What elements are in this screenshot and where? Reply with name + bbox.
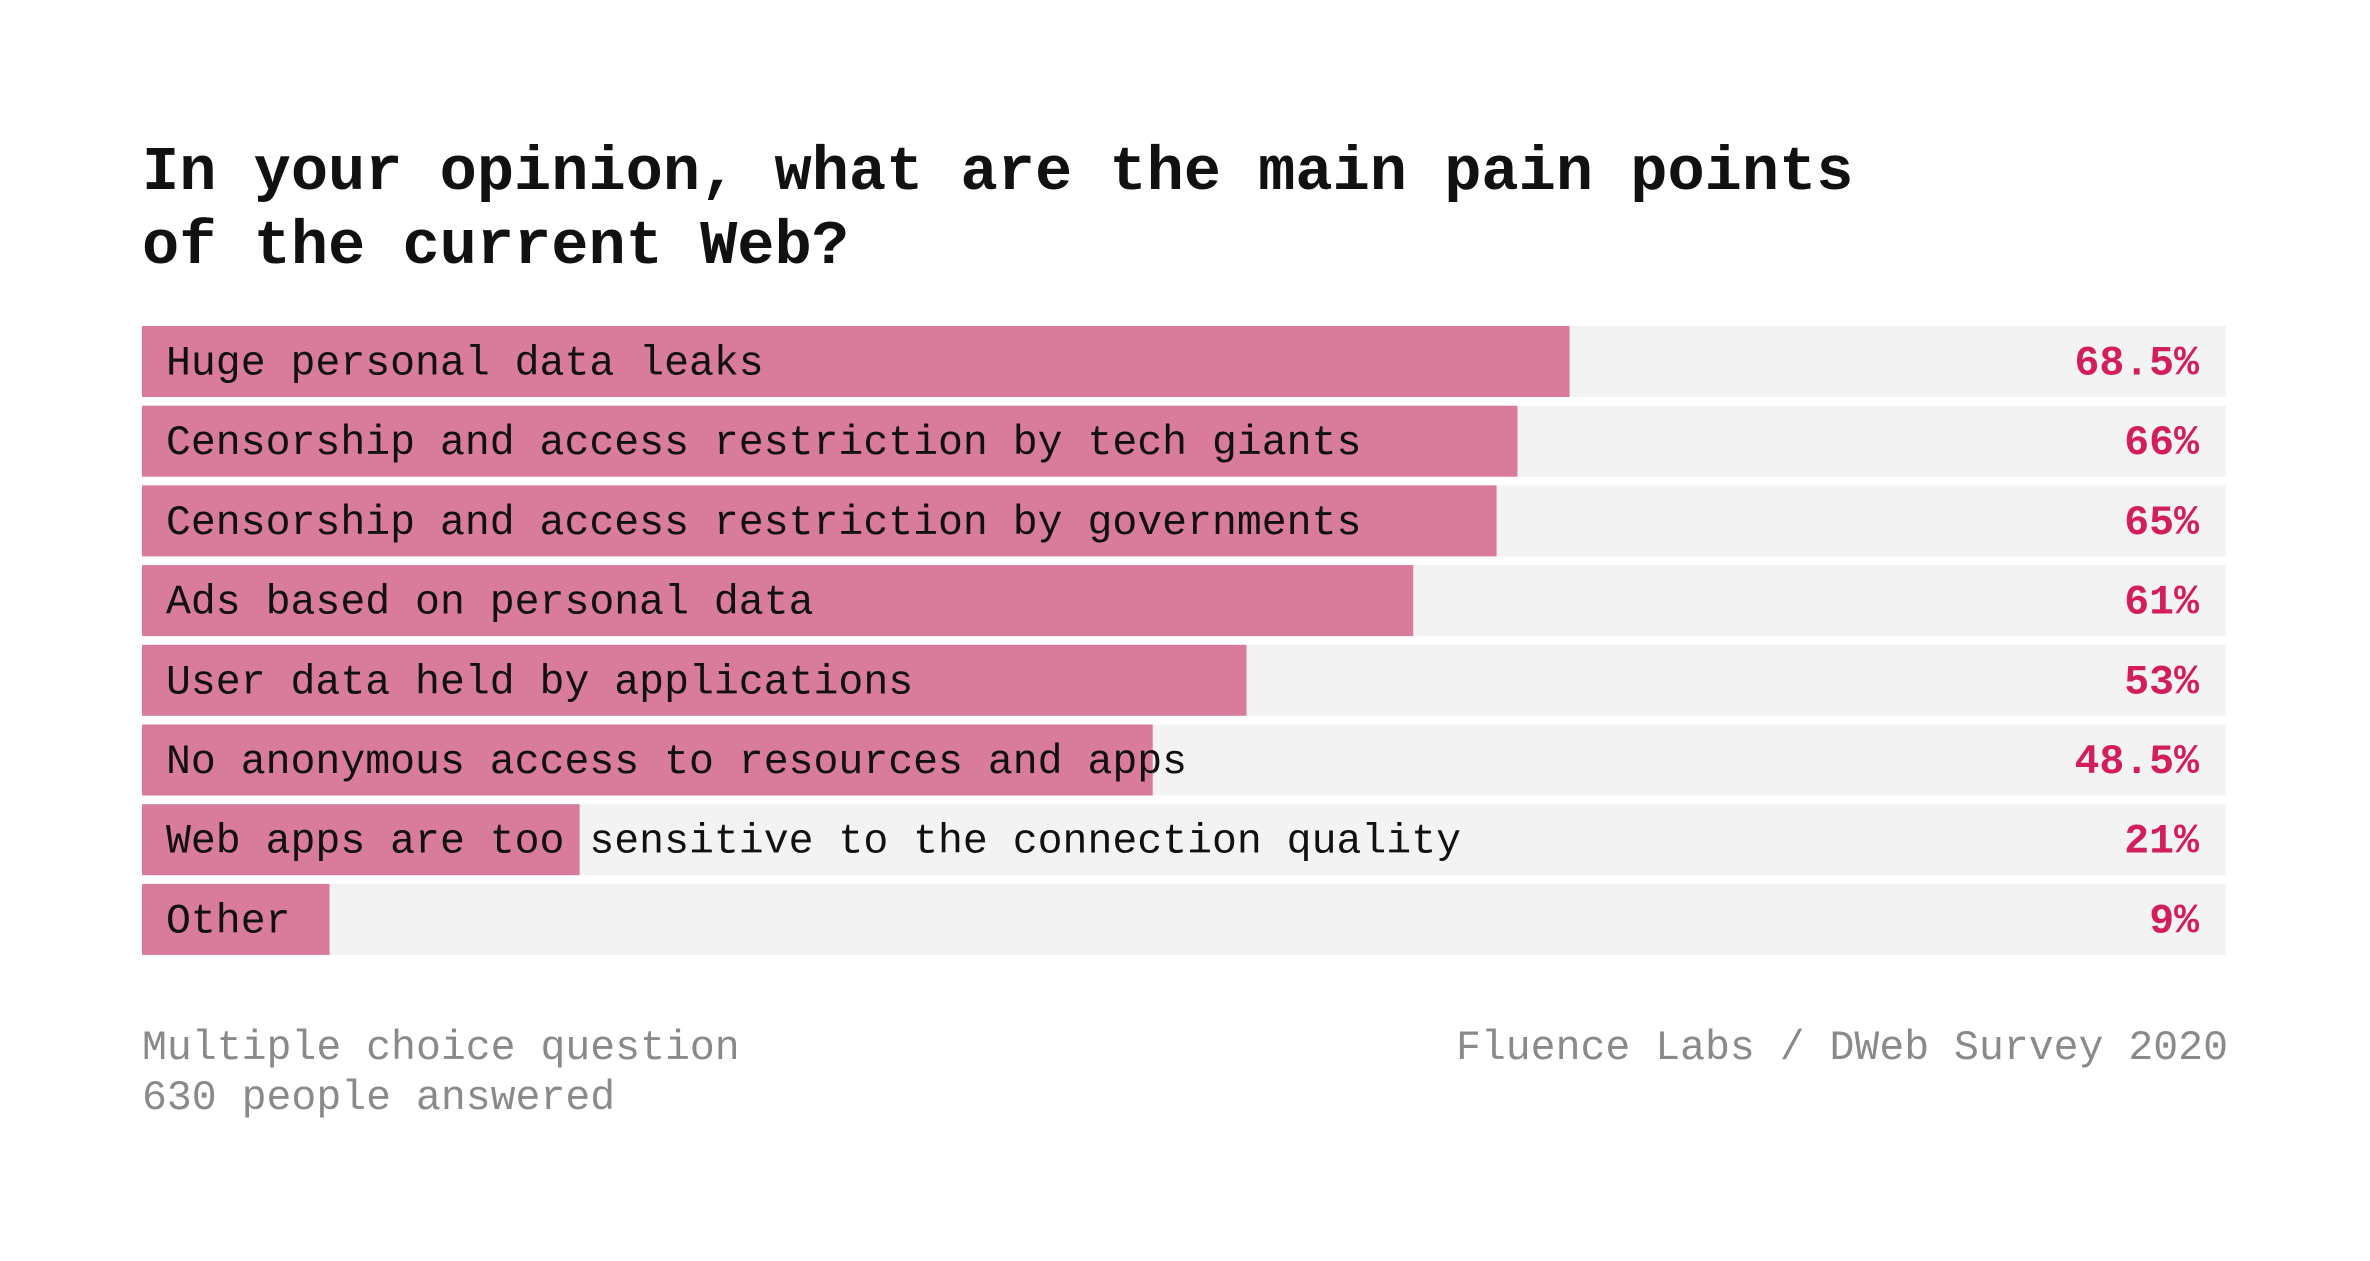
- bar: [142, 485, 1497, 557]
- notes: Multiple choice question 630 people answ…: [142, 1024, 740, 1124]
- value-label: 53%: [2124, 659, 2199, 706]
- note: 630 people answered: [142, 1075, 616, 1122]
- category-label: Censorship and access restriction by tec…: [166, 420, 1361, 467]
- value-label: 66%: [2124, 420, 2199, 467]
- category-label: User data held by applications: [166, 659, 913, 706]
- bar: [142, 644, 1247, 716]
- note: Multiple choice question: [142, 1025, 740, 1072]
- source: Fluence Labs / DWeb Survey 2020: [1455, 1025, 2228, 1072]
- value-label: 9%: [2149, 898, 2199, 945]
- category-label: No anonymous access to resources and app…: [166, 739, 1187, 786]
- category-label: Huge personal data leaks: [166, 340, 764, 387]
- bar-track: [142, 883, 2226, 955]
- value-label: 65%: [2124, 500, 2199, 547]
- bar: [142, 405, 1518, 477]
- bar: [142, 883, 330, 955]
- chart-title: In your opinion, what are the main pain …: [142, 137, 1854, 282]
- category-label: Other: [166, 898, 291, 945]
- value-label: 21%: [2124, 819, 2199, 866]
- value-label: 48.5%: [2074, 739, 2199, 786]
- category-label: Censorship and access restriction by gov…: [166, 500, 1361, 547]
- value-label: 68.5%: [2074, 340, 2199, 387]
- bar: [142, 724, 1153, 796]
- bar: [142, 804, 580, 876]
- value-label: 61%: [2124, 580, 2199, 627]
- category-label: Web apps are too sensitive to the connec…: [166, 819, 1461, 866]
- bar: [142, 565, 1414, 637]
- category-label: Ads based on personal data: [166, 580, 814, 627]
- bar: [142, 326, 1570, 397]
